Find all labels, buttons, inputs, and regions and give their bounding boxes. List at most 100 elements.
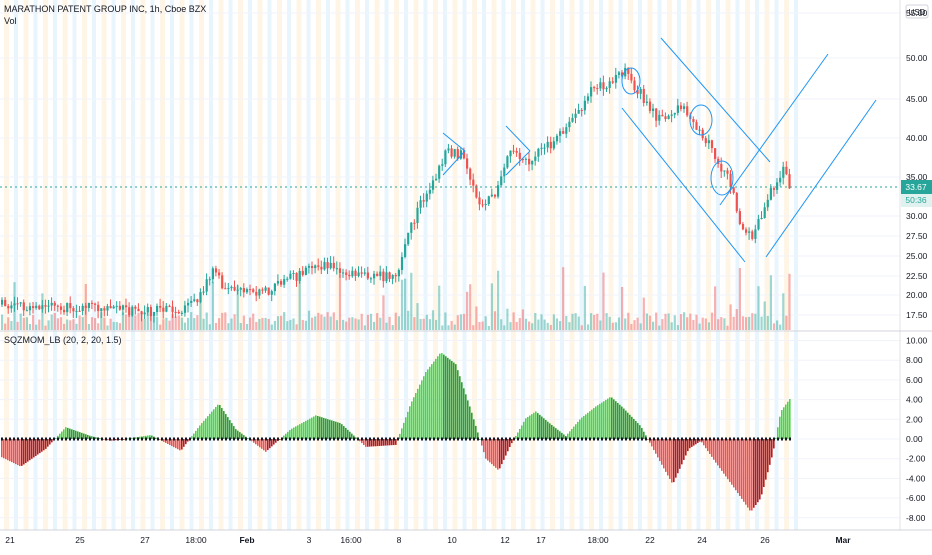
price-axis[interactable]: 55.00 50.00 45.00 40.00 35.00 30.00 27.50 25.00… bbox=[906, 8, 928, 320]
squeeze-dot bbox=[405, 437, 407, 441]
squeeze-dot bbox=[9, 437, 11, 441]
trendline[interactable] bbox=[505, 150, 531, 176]
candle-body bbox=[385, 272, 388, 282]
highlight-ellipse[interactable] bbox=[689, 104, 713, 136]
momentum-bar bbox=[767, 439, 769, 473]
highlight-ellipse[interactable] bbox=[621, 67, 641, 95]
squeeze-dot bbox=[701, 437, 703, 441]
premarket-band bbox=[140, 0, 146, 530]
trendline[interactable] bbox=[442, 132, 466, 152]
momentum-bar bbox=[323, 417, 325, 439]
volume-bar bbox=[323, 316, 326, 330]
candle-body bbox=[537, 148, 540, 157]
candle-body bbox=[295, 273, 298, 281]
premarket-band bbox=[101, 0, 107, 530]
trendline[interactable] bbox=[505, 125, 531, 152]
momentum-bar bbox=[43, 439, 45, 451]
trendline-drawings[interactable] bbox=[442, 37, 877, 263]
momentum-bar bbox=[545, 419, 547, 439]
momentum-bar bbox=[411, 401, 413, 439]
momentum-bar bbox=[143, 436, 145, 439]
squeeze-dot bbox=[549, 437, 551, 441]
momentum-bar bbox=[111, 439, 113, 441]
channel-line-lower[interactable] bbox=[621, 107, 746, 263]
squeeze-dot bbox=[605, 437, 607, 441]
squeeze-dot bbox=[545, 437, 547, 441]
volume-bar bbox=[562, 267, 565, 330]
volume-bar bbox=[633, 320, 636, 330]
squeeze-dot bbox=[777, 437, 779, 441]
squeeze-dot bbox=[253, 437, 255, 441]
trendline[interactable] bbox=[442, 150, 466, 176]
squeeze-dot bbox=[633, 437, 635, 441]
volume-bar bbox=[149, 314, 152, 330]
afterhours-band bbox=[677, 0, 681, 530]
squeeze-dot bbox=[417, 437, 419, 441]
candle-body bbox=[627, 67, 630, 74]
squeeze-dot bbox=[573, 437, 575, 441]
candle-body bbox=[704, 138, 707, 144]
momentum-bar bbox=[349, 431, 351, 439]
candle-body bbox=[211, 268, 214, 280]
candle-body bbox=[568, 121, 571, 128]
volume-bar bbox=[701, 317, 704, 330]
momentum-bar bbox=[423, 376, 425, 439]
volume-bar bbox=[379, 317, 382, 330]
indicator-axis[interactable]: 10.00 8.00 6.00 4.00 2.00 0.00 -2.00 -4.00 -6.00… bbox=[906, 336, 928, 523]
squeeze-dot bbox=[665, 437, 667, 441]
momentum-bar bbox=[221, 408, 223, 439]
candle-body bbox=[692, 119, 695, 123]
candle-body bbox=[438, 165, 441, 179]
candle-body bbox=[555, 135, 559, 142]
candle-body bbox=[410, 222, 413, 233]
volume-bar bbox=[769, 275, 772, 330]
momentum-bar bbox=[541, 416, 543, 439]
squeeze-dot bbox=[789, 437, 791, 441]
volume-bar bbox=[528, 321, 531, 330]
breakout-line[interactable] bbox=[719, 53, 829, 206]
momentum-bar bbox=[787, 401, 789, 439]
momentum-bar bbox=[271, 439, 273, 447]
volume-bar bbox=[75, 323, 78, 330]
momentum-bar bbox=[759, 439, 761, 500]
squeeze-dot bbox=[209, 437, 211, 441]
squeeze-dot bbox=[357, 437, 359, 441]
squeeze-dot bbox=[37, 437, 39, 441]
candle-body bbox=[28, 306, 32, 311]
volume-bar bbox=[590, 313, 593, 330]
momentum-bar bbox=[525, 418, 527, 439]
candle-body bbox=[56, 305, 59, 307]
squeeze-dot bbox=[125, 437, 127, 441]
momentum-bar bbox=[579, 419, 581, 439]
indicator-tick-label: -6.00 bbox=[906, 493, 926, 503]
volume-bar bbox=[621, 286, 624, 330]
momentum-bar bbox=[429, 366, 431, 439]
highlight-ellipse[interactable] bbox=[710, 160, 734, 196]
volume-bar bbox=[174, 316, 177, 330]
candle-body bbox=[323, 262, 326, 270]
afterhours-band bbox=[735, 0, 740, 530]
channel-line-upper[interactable] bbox=[660, 37, 771, 163]
volume-bar bbox=[577, 316, 580, 330]
squeeze-dot bbox=[569, 437, 571, 441]
breakout-line[interactable] bbox=[765, 99, 877, 258]
momentum-bar bbox=[467, 400, 469, 439]
candle-body bbox=[562, 131, 565, 134]
squeeze-dot bbox=[705, 437, 707, 441]
momentum-bar bbox=[195, 430, 197, 439]
indicator-tick-label: 10.00 bbox=[906, 336, 928, 346]
volume-bar bbox=[602, 272, 605, 330]
momentum-bar bbox=[697, 439, 699, 443]
volume-bar bbox=[400, 279, 404, 330]
candle-body bbox=[748, 231, 751, 233]
time-axis[interactable]: 21 25 27 18:00 Feb 3 16:00 8 10 12 17 18:00 22 24 26 Ma… bbox=[5, 535, 851, 545]
squeeze-dot bbox=[129, 437, 131, 441]
candle-body bbox=[100, 308, 103, 312]
momentum-bar bbox=[751, 439, 753, 511]
candle-body bbox=[304, 267, 307, 275]
time-tick-label: Mar bbox=[835, 535, 851, 545]
currency-badge[interactable] bbox=[905, 4, 929, 19]
candle-body bbox=[41, 305, 44, 310]
volume-bar bbox=[270, 324, 273, 330]
